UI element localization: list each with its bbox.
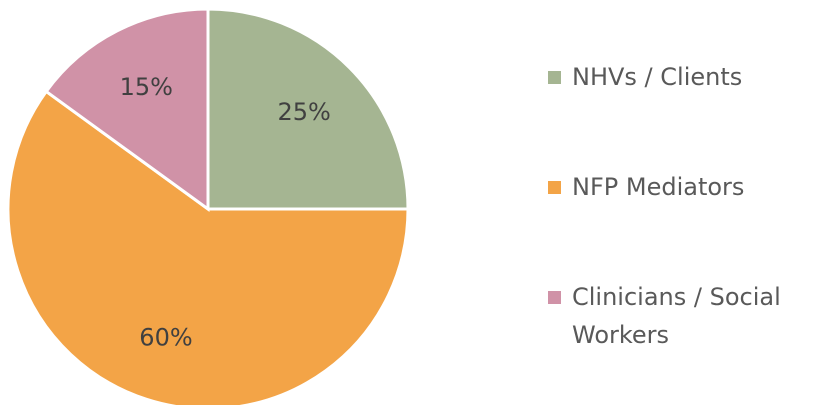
pie-slice (206, 7, 410, 211)
pie-slice (6, 89, 410, 405)
pie-slice (44, 7, 210, 212)
legend-item: Clinicians / Social Workers (548, 278, 833, 388)
legend-label: NHVs / Clients (572, 63, 743, 91)
data-label: 15% (120, 73, 173, 101)
pie-area: 25% 60% 15% (6, 7, 410, 405)
legend-item: NFP Mediators (548, 168, 833, 278)
data-label: 60% (139, 323, 192, 351)
legend-swatch (548, 181, 561, 194)
legend-label: NFP Mediators (572, 173, 745, 201)
legend-swatch (548, 291, 561, 304)
legend: NHVs / Clients NFP Mediators Clinicians / … (548, 58, 833, 388)
legend-swatch (548, 71, 561, 84)
legend-label: Clinicians / Social Workers (572, 283, 781, 349)
data-label: 25% (277, 98, 330, 126)
legend-item: NHVs / Clients (548, 58, 833, 168)
